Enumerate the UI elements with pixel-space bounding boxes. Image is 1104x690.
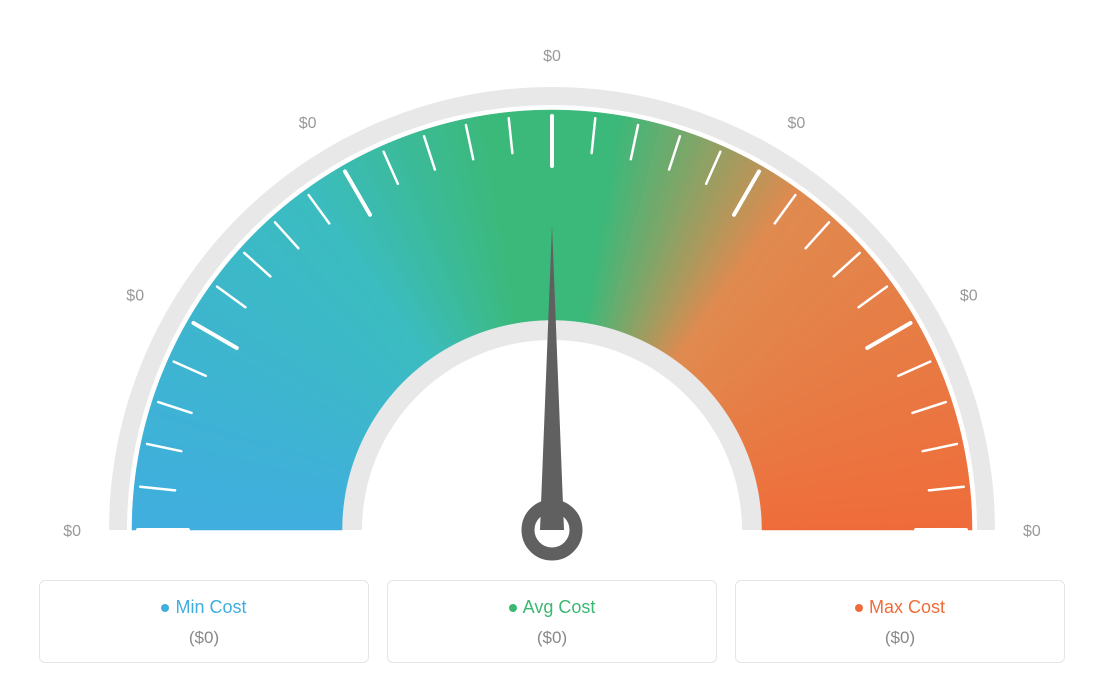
legend-min-dot xyxy=(161,604,169,612)
svg-text:$0: $0 xyxy=(543,48,561,65)
legend-avg-value: ($0) xyxy=(388,628,716,648)
legend-max-text: Max Cost xyxy=(869,597,945,617)
legend-avg-text: Avg Cost xyxy=(523,597,596,617)
legend-min-value: ($0) xyxy=(40,628,368,648)
gauge-chart: $0 $0 $0 $0 $0 $0 $0 xyxy=(0,10,1104,570)
svg-text:$0: $0 xyxy=(299,115,317,132)
legend-row: Min Cost ($0) Avg Cost ($0) Max Cost ($0… xyxy=(39,580,1065,663)
legend-max-value: ($0) xyxy=(736,628,1064,648)
svg-text:$0: $0 xyxy=(63,523,81,540)
svg-text:$0: $0 xyxy=(126,288,144,305)
legend-avg-label: Avg Cost xyxy=(388,597,716,618)
legend-max-card: Max Cost ($0) xyxy=(735,580,1065,663)
legend-min-card: Min Cost ($0) xyxy=(39,580,369,663)
legend-avg-dot xyxy=(509,604,517,612)
svg-text:$0: $0 xyxy=(1023,523,1041,540)
legend-min-label: Min Cost xyxy=(40,597,368,618)
legend-max-dot xyxy=(855,604,863,612)
svg-text:$0: $0 xyxy=(788,115,806,132)
gauge-svg: $0 $0 $0 $0 $0 $0 $0 xyxy=(0,10,1104,570)
legend-min-text: Min Cost xyxy=(175,597,246,617)
svg-text:$0: $0 xyxy=(960,288,978,305)
legend-max-label: Max Cost xyxy=(736,597,1064,618)
legend-avg-card: Avg Cost ($0) xyxy=(387,580,717,663)
